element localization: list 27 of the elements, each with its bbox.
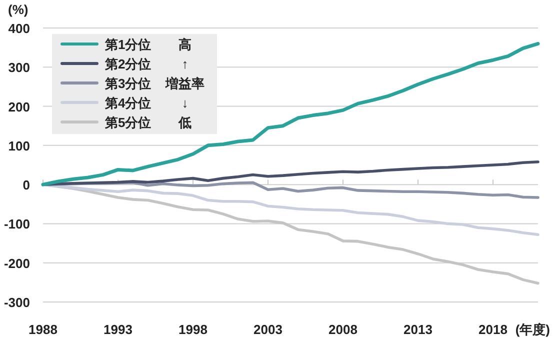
y-tick-label: 400 (8, 21, 30, 36)
x-tick-label: 2018 (478, 322, 508, 337)
y-tick-label: 0 (22, 178, 30, 193)
legend-label: 第1分位 (104, 37, 152, 52)
y-tick-label: -100 (4, 216, 30, 232)
legend-label: 第2分位 (104, 56, 152, 72)
annotation: ↑ (182, 56, 188, 72)
y-tick-label: 100 (8, 138, 30, 154)
y-tick-label: 200 (8, 99, 30, 114)
annotation: 高 (178, 37, 192, 52)
y-tick-label: -300 (4, 295, 30, 310)
y-axis-title: (%) (8, 2, 28, 17)
legend-label: 第3分位 (104, 76, 152, 91)
annotation: ↓ (182, 96, 188, 110)
x-axis-title: (年度) (515, 322, 550, 337)
x-tick-label: 1993 (104, 322, 132, 337)
x-tick-label: 2013 (404, 322, 432, 337)
annotation: 低 (178, 115, 192, 130)
y-tick-label: 300 (8, 60, 30, 76)
x-tick-label: 2003 (254, 322, 282, 337)
y-tick-label: -200 (4, 256, 30, 271)
x-tick-label: 2008 (328, 322, 358, 337)
x-tick-label: 1998 (178, 322, 208, 337)
legend-label: 第5分位 (104, 115, 152, 130)
annotation: 増益率 (164, 76, 204, 91)
legend-label: 第4分位 (104, 96, 152, 110)
x-tick-label: 1988 (28, 322, 58, 337)
